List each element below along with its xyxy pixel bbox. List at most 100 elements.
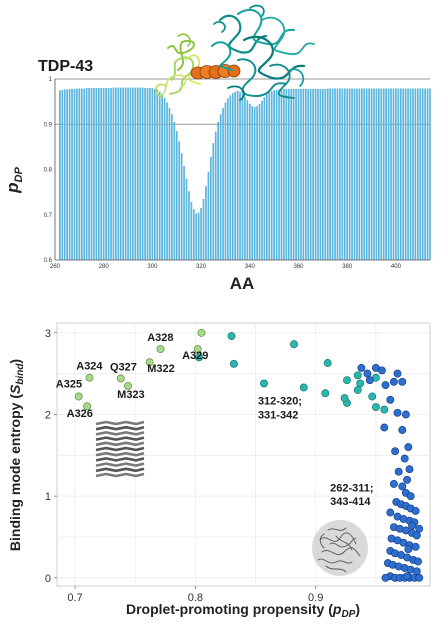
top-bar: [107, 88, 110, 260]
scatter-point-blue: [411, 542, 420, 551]
top-bar: [180, 153, 183, 260]
top-bar: [134, 87, 137, 260]
bottom-y-tick-label: 1: [45, 491, 51, 503]
top-bar: [295, 88, 297, 261]
scatter-point-teal: [343, 376, 351, 385]
scatter-point-blue: [386, 508, 395, 517]
scatter-point-light-green: [193, 345, 202, 354]
top-bar: [390, 88, 392, 260]
top-bar: [183, 165, 185, 260]
top-bar: [88, 88, 90, 260]
top-bar: [419, 88, 422, 260]
scatter-point-blue: [380, 423, 389, 432]
top-bar: [309, 88, 312, 261]
scatter-point-teal: [368, 392, 377, 401]
top-bar: [416, 88, 419, 260]
top-bar: [275, 89, 278, 260]
top-bar: [412, 88, 414, 260]
top-bar: [424, 88, 426, 260]
top-bar: [302, 88, 305, 261]
scatter-annotations: A324 A325 A326 Q327 M323 M322 A328 A329 312-320;…: [56, 332, 374, 508]
scatter-annotation-label: 262-311;: [330, 482, 373, 494]
droplet-illustration: [312, 520, 368, 576]
scatter-annotation-label: A325: [56, 379, 82, 391]
top-x-tick-label: 260: [50, 264, 61, 270]
scatter-point-light-green: [197, 328, 206, 337]
scatter-point-blue: [381, 573, 390, 582]
scatter-point-blue: [415, 524, 424, 533]
fibril-strand: [95, 451, 145, 457]
green-coil-illustration: [155, 33, 201, 99]
fibril-strand: [95, 462, 145, 467]
top-bar: [375, 88, 378, 260]
top-bar: [149, 88, 151, 260]
top-bar: [426, 88, 429, 260]
scatter-point-teal: [195, 353, 203, 362]
scatter-annotation-label: Q327: [110, 361, 137, 373]
scatter-point-teal: [299, 383, 308, 392]
protein-structure-illustration: [155, 4, 315, 101]
scatter-point-light-green: [124, 381, 132, 390]
top-bar: [178, 141, 181, 260]
top-x-axis-label: AA: [230, 274, 255, 293]
top-bar: [212, 143, 215, 260]
scatter-point-light-green: [116, 374, 125, 383]
scatter-point-teal: [380, 405, 389, 414]
fibril-strand: [95, 446, 145, 452]
top-axes: 260 280 300 320 340 360 380 400 0.6 0.7 0.8 0.9 1: [44, 77, 430, 270]
top-bar: [229, 95, 232, 260]
scatter-annotation-label: A329: [182, 350, 208, 362]
top-bar: [207, 171, 210, 260]
top-bar: [175, 131, 178, 260]
scatter-point-teal: [353, 371, 362, 380]
top-bar: [312, 88, 314, 261]
top-bar-chart: 260 280 300 320 340 360 380 400 0.6 0.7 0.8 0.9 1: [3, 4, 431, 293]
scatter-point-blue: [406, 492, 415, 501]
top-bar: [268, 92, 271, 260]
top-bar: [209, 156, 212, 260]
top-bar: [192, 209, 195, 260]
top-bar: [356, 88, 358, 260]
scatter-point-teal: [356, 379, 365, 388]
top-bar: [122, 87, 125, 260]
top-bar: [168, 107, 171, 261]
top-bar: [214, 131, 217, 260]
bottom-axes: 0.7 0.8 0.9 0 1 2 3: [45, 328, 323, 604]
top-bar: [236, 90, 239, 261]
top-bar: [127, 87, 129, 260]
fibril-illustration: [95, 420, 145, 478]
top-x-tick-label: 400: [391, 264, 402, 270]
top-bar: [224, 102, 227, 260]
top-bar: [343, 88, 346, 260]
top-bar: [373, 88, 375, 260]
top-bar: [110, 88, 112, 260]
top-bar: [100, 88, 103, 260]
top-bar: [78, 88, 81, 260]
top-bar: [270, 91, 273, 260]
top-bar: [409, 88, 412, 260]
top-bar: [266, 94, 268, 260]
top-bar: [300, 88, 302, 261]
top-x-tick-label: 360: [293, 264, 304, 270]
top-bar: [331, 88, 334, 260]
top-bar: [319, 88, 322, 261]
top-bar: [241, 93, 244, 260]
top-y-axis-label: pDP: [3, 167, 25, 194]
bottom-y-tick-label: 2: [45, 409, 51, 421]
scatter-point-blue: [398, 426, 407, 434]
scatter-point-blue: [398, 482, 407, 491]
scatter-annotation-label: 331-342: [258, 410, 298, 422]
scatter-point-teal: [353, 386, 362, 394]
scatter-point-light-green: [156, 345, 165, 354]
scatter-point-blue: [411, 506, 420, 515]
fibril-strand: [95, 457, 145, 462]
top-bar: [336, 88, 339, 260]
top-bar: [402, 88, 405, 260]
top-bar: [63, 89, 66, 260]
fibril-strand: [95, 472, 145, 478]
scatter-point-blue: [404, 545, 413, 554]
top-bar: [387, 88, 390, 260]
scatter-point-blue: [357, 363, 366, 372]
top-chart-title: TDP-43: [38, 58, 93, 75]
top-bar: [85, 88, 88, 260]
